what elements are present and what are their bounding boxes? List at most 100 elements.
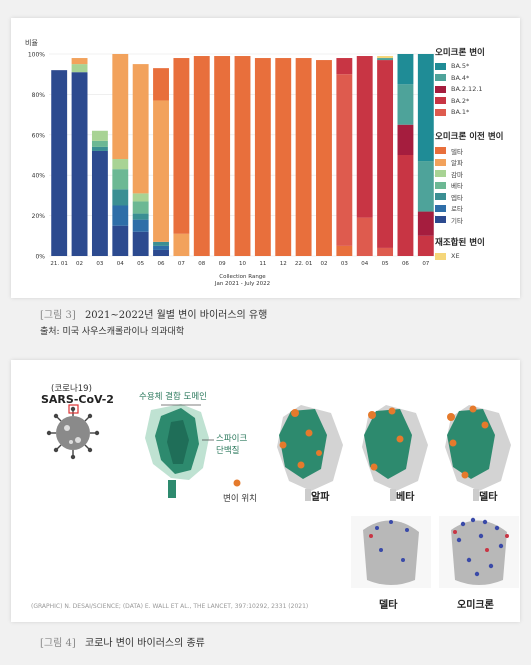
legend-label: 델타 bbox=[451, 147, 463, 156]
bar-segment bbox=[254, 58, 271, 256]
legend-swatch bbox=[435, 193, 446, 200]
bar-segment bbox=[377, 247, 394, 256]
x-tick-label: 11 bbox=[259, 261, 266, 267]
legend-label: BA.2* bbox=[451, 96, 470, 105]
legend-label: BA.1* bbox=[451, 108, 470, 116]
bar-segment bbox=[377, 58, 394, 61]
legend-group-title: 오미크론 변이 bbox=[435, 48, 485, 58]
x-tick-label: 08 bbox=[198, 261, 205, 267]
x-tick-label: 04 bbox=[117, 261, 124, 267]
legend-label: 엡타 bbox=[451, 193, 463, 202]
spike-label-2: 단백질 bbox=[216, 446, 240, 456]
legend-swatch bbox=[435, 252, 446, 260]
bar-segment bbox=[173, 233, 190, 256]
virus-icon bbox=[46, 404, 100, 460]
legend-item: 델타 bbox=[435, 146, 463, 156]
variant-diagram-panel: (코로나19) SARS-CoV-2 수용체 결합 도메인 스파이크 단백질 변… bbox=[11, 360, 520, 622]
bar-segment bbox=[397, 84, 414, 125]
delta-spike-icon bbox=[445, 405, 511, 501]
legend-swatch bbox=[435, 85, 446, 93]
y-axis-label: 비율 bbox=[25, 38, 38, 47]
bar-segment bbox=[397, 54, 414, 85]
x-tick-label: 02 bbox=[76, 261, 83, 267]
x-tick-label: 07 bbox=[178, 261, 185, 267]
bar-segment bbox=[417, 54, 434, 162]
x-tick-label: 05 bbox=[382, 261, 389, 267]
omicron-structure-image bbox=[439, 516, 519, 588]
x-tick-label: 05 bbox=[137, 261, 144, 267]
bar-segment bbox=[132, 213, 149, 220]
bar-segment bbox=[417, 235, 434, 256]
bottom-label-omicron: 오미크론 bbox=[457, 600, 494, 611]
x-tick-label: 04 bbox=[361, 261, 368, 267]
x-tick-label: 21. 01 bbox=[50, 261, 68, 267]
figure4-credit: (GRAPHIC) N. DESAI/SCIENCE; (DATA) E. WA… bbox=[31, 603, 309, 610]
bar-segment bbox=[153, 68, 169, 101]
x-tick-label: 06 bbox=[402, 261, 409, 267]
legend-label: XE bbox=[451, 252, 460, 260]
beta-spike-icon bbox=[362, 405, 428, 501]
figure3-title: 2021~2022년 월별 변이 바이러스의 유행 bbox=[84, 310, 268, 321]
bar-segment bbox=[91, 150, 108, 256]
x-tick-label: 22. 01 bbox=[295, 261, 313, 267]
bar-segment bbox=[275, 58, 292, 256]
x-tick-label: 07 bbox=[422, 261, 429, 267]
figure3-caption: [그림 3] 2021~2022년 월별 변이 바이러스의 유행 bbox=[40, 306, 267, 321]
bar-segment bbox=[336, 58, 353, 75]
legend-item: 기타 bbox=[435, 215, 463, 225]
chart-panel: 0% 20% 40% 60% 80% 100% 비율 21. 01 02 03 04 05 06 07 08… bbox=[11, 18, 520, 298]
legend-item: XE bbox=[435, 252, 460, 260]
legend-group-title: 오미크론 이전 변이 bbox=[435, 131, 504, 142]
bar-segment bbox=[173, 58, 190, 234]
bar-segment bbox=[132, 201, 149, 214]
legend-swatch bbox=[435, 158, 446, 166]
bar-segment bbox=[356, 56, 373, 218]
alpha-spike-icon bbox=[277, 405, 343, 501]
legend-label: BA.2.12.1 bbox=[451, 85, 483, 93]
bar-segment bbox=[153, 245, 169, 250]
y-tick-label: 100% bbox=[28, 52, 45, 59]
figure4-title: 코로나 변이 바이러스의 종류 bbox=[84, 638, 205, 649]
bar-segment bbox=[356, 217, 373, 256]
legend-swatch bbox=[435, 204, 446, 212]
bar-segment bbox=[336, 245, 353, 256]
spike-label-1: 스파이크 bbox=[216, 434, 248, 444]
legend-item: 엡타 bbox=[435, 192, 463, 202]
legend-swatch bbox=[435, 181, 446, 189]
bar-segment bbox=[112, 169, 129, 190]
bar-segment bbox=[193, 56, 210, 256]
legend-label: BA.4* bbox=[451, 73, 470, 82]
bar-segment bbox=[132, 219, 149, 232]
bar-segment bbox=[377, 56, 394, 59]
bar-segment bbox=[417, 211, 434, 236]
bar-segment bbox=[316, 60, 332, 257]
legend-swatch bbox=[435, 147, 446, 154]
bar-segment bbox=[234, 56, 251, 256]
legend-label: BA.5* bbox=[451, 62, 470, 70]
x-tick-label: 03 bbox=[96, 261, 103, 267]
bar-segment bbox=[91, 140, 108, 147]
figure4-label: [그림 4] bbox=[40, 638, 76, 649]
bar-segment bbox=[91, 130, 108, 141]
bar-segment bbox=[71, 58, 88, 65]
rbd-label: 수용체 결합 도메인 bbox=[139, 392, 207, 402]
legend-item: 로타 bbox=[435, 203, 463, 213]
x-axis-sublabel: Jan 2021 - July 2022 bbox=[214, 281, 270, 287]
y-tick-label: 40% bbox=[32, 173, 46, 180]
bar-segment bbox=[153, 100, 169, 242]
bar-segment bbox=[71, 64, 88, 73]
x-tick-label: 12 bbox=[280, 261, 287, 267]
legend-item: BA.2* bbox=[435, 97, 469, 105]
stacked-bar-chart: 0% 20% 40% 60% 80% 100% 비율 21. 01 02 03 04 05 06 07 08… bbox=[25, 38, 436, 287]
legend-group-title: 재조합된 변이 bbox=[435, 238, 485, 248]
legend-swatch bbox=[435, 170, 446, 177]
legend-item: BA.2.12.1 bbox=[435, 85, 483, 93]
bar-segment bbox=[295, 58, 312, 256]
bar-segment bbox=[112, 225, 129, 256]
bar-segment bbox=[397, 124, 414, 155]
y-tick-label: 0% bbox=[35, 254, 45, 261]
bar-segment bbox=[112, 159, 129, 170]
bar-segment bbox=[153, 249, 169, 256]
bar-segment bbox=[51, 70, 68, 256]
bar-segment bbox=[112, 189, 129, 206]
